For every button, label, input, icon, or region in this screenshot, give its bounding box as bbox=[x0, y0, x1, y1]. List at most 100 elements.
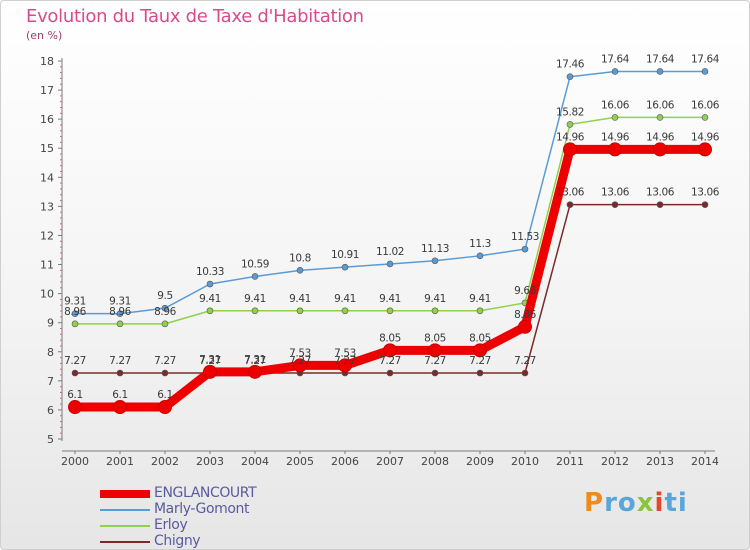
data-point bbox=[566, 73, 574, 81]
data-label: 7.27 bbox=[514, 355, 536, 367]
data-point bbox=[158, 400, 172, 415]
data-point bbox=[566, 201, 574, 208]
logo-letter: r bbox=[604, 488, 618, 518]
data-point bbox=[116, 320, 124, 328]
data-label: 9.41 bbox=[334, 293, 356, 305]
y-tick-label: 18 bbox=[40, 55, 54, 68]
proxiti-logo: Proxiti bbox=[584, 488, 688, 518]
data-label: 9.41 bbox=[199, 293, 221, 305]
y-tick-label: 17 bbox=[40, 84, 54, 97]
data-point bbox=[611, 201, 619, 208]
legend-swatch bbox=[100, 541, 150, 543]
x-tick-label: 2005 bbox=[286, 455, 314, 468]
data-label: 9.68 bbox=[514, 285, 536, 297]
x-tick-label: 2000 bbox=[61, 455, 89, 468]
data-point bbox=[113, 400, 127, 415]
data-point bbox=[248, 364, 262, 379]
logo-letter: i bbox=[654, 488, 665, 518]
data-label: 13.06 bbox=[601, 187, 630, 199]
legend-swatch bbox=[100, 490, 150, 498]
data-label: 11.3 bbox=[469, 238, 491, 250]
logo-letter: t bbox=[664, 488, 678, 518]
legend-label: ENGLANCOURT bbox=[154, 485, 257, 501]
data-point bbox=[161, 304, 169, 312]
data-point bbox=[251, 273, 259, 280]
y-tick-label: 11 bbox=[40, 259, 54, 272]
logo-letter: P bbox=[584, 488, 605, 518]
data-label: 9.41 bbox=[289, 293, 311, 305]
data-point bbox=[71, 310, 79, 317]
data-label: 9.5 bbox=[157, 290, 173, 302]
y-tick-label: 14 bbox=[40, 171, 54, 184]
data-label: 16.06 bbox=[646, 99, 675, 111]
data-point bbox=[521, 369, 529, 377]
data-point bbox=[341, 263, 349, 271]
data-label: 11.02 bbox=[376, 246, 404, 258]
data-point bbox=[161, 369, 169, 377]
x-tick-label: 2013 bbox=[646, 455, 674, 468]
data-point bbox=[473, 343, 487, 358]
logo-letter: o bbox=[617, 488, 637, 518]
data-label: 15.82 bbox=[556, 106, 584, 118]
data-label: 10.59 bbox=[241, 258, 269, 270]
data-label: 13.06 bbox=[646, 187, 675, 199]
data-point bbox=[701, 114, 709, 121]
data-label: 14.96 bbox=[691, 131, 720, 143]
data-point bbox=[71, 320, 79, 328]
data-label: 8.05 bbox=[379, 332, 401, 344]
data-point bbox=[386, 307, 394, 315]
legend-label: Erloy bbox=[154, 517, 188, 533]
data-label: 7.53 bbox=[334, 347, 356, 359]
data-point bbox=[296, 307, 304, 315]
chart-title: Evolution du Taux de Taxe d'Habitation bbox=[26, 6, 364, 27]
y-tick-label: 7 bbox=[47, 375, 54, 388]
data-label: 14.96 bbox=[601, 131, 630, 143]
data-point bbox=[206, 307, 214, 315]
data-point bbox=[701, 201, 709, 208]
data-label: 17.64 bbox=[691, 53, 720, 65]
x-tick-label: 2009 bbox=[466, 455, 494, 468]
data-point bbox=[206, 280, 214, 288]
data-point bbox=[431, 307, 439, 315]
data-point bbox=[608, 142, 622, 157]
x-tick-label: 2001 bbox=[106, 455, 134, 468]
data-label: 7.27 bbox=[424, 355, 446, 367]
data-point bbox=[611, 68, 619, 75]
x-tick-label: 2008 bbox=[421, 455, 449, 468]
legend-label: Marly-Gomont bbox=[154, 501, 250, 517]
data-label: 7.27 bbox=[199, 355, 221, 367]
data-point bbox=[203, 364, 217, 379]
x-tick-label: 2003 bbox=[196, 455, 224, 468]
y-tick-label: 16 bbox=[40, 113, 54, 126]
y-tick-label: 8 bbox=[47, 346, 54, 359]
data-point bbox=[386, 369, 394, 377]
data-label: 7.27 bbox=[289, 355, 311, 367]
x-tick-label: 2010 bbox=[511, 455, 539, 468]
data-label: 9.41 bbox=[424, 293, 446, 305]
data-point bbox=[701, 68, 709, 75]
data-point bbox=[521, 245, 529, 253]
data-label: 16.06 bbox=[601, 99, 630, 111]
data-label: 11.13 bbox=[421, 243, 449, 255]
data-point bbox=[161, 320, 169, 328]
x-tick-label: 2006 bbox=[331, 455, 359, 468]
data-point bbox=[611, 114, 619, 121]
y-tick-label: 5 bbox=[47, 433, 54, 446]
data-label: 7.27 bbox=[244, 355, 266, 367]
data-label: 10.33 bbox=[196, 266, 224, 278]
data-label: 10.91 bbox=[331, 249, 359, 261]
data-point bbox=[338, 358, 352, 373]
data-label: 16.06 bbox=[691, 99, 720, 111]
data-label: 8.05 bbox=[469, 332, 491, 344]
data-point bbox=[656, 114, 664, 121]
data-label: 8.96 bbox=[154, 306, 176, 318]
data-label: 7.31 bbox=[199, 354, 221, 366]
y-tick-label: 15 bbox=[40, 142, 54, 155]
data-point bbox=[431, 369, 439, 377]
x-tick-label: 2011 bbox=[556, 455, 584, 468]
data-label: 10.8 bbox=[289, 252, 311, 264]
data-point bbox=[386, 260, 394, 268]
data-point bbox=[293, 358, 307, 373]
